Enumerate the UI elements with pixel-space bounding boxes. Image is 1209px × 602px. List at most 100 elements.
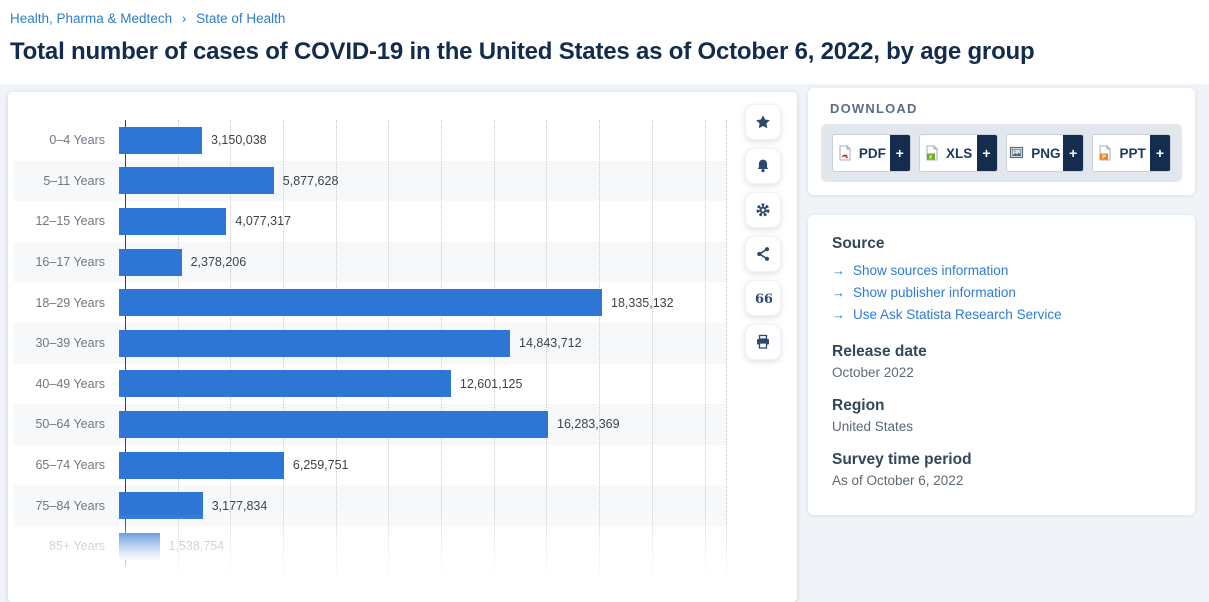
download-xls-button[interactable]: x XLS + (918, 134, 998, 172)
chart-bar[interactable] (119, 207, 227, 235)
chart-row: 18–29 Years 18,335,132 (14, 282, 730, 323)
arrow-right-icon: → (832, 307, 845, 322)
download-xls-main: x XLS (920, 135, 977, 171)
bar-track: 14,843,712 (119, 323, 730, 364)
chart-bar[interactable] (119, 410, 548, 438)
chart-bar[interactable] (119, 248, 182, 276)
png-file-icon (1010, 146, 1024, 159)
vertical-gridline (651, 120, 653, 582)
download-heading: DOWNLOAD (830, 101, 918, 116)
value-label: 18,335,132 (611, 295, 674, 310)
alert-button[interactable] (745, 148, 781, 184)
show-sources-information-link[interactable]: → Show sources information (832, 260, 1171, 282)
download-png-button[interactable]: PNG + (1005, 134, 1085, 172)
use-ask-statista-label[interactable]: Use Ask Statista Research Service (853, 307, 1062, 322)
download-ppt-plus-button[interactable]: + (1150, 135, 1170, 171)
category-label: 65–74 Years (35, 458, 105, 473)
chart-bar[interactable] (119, 126, 202, 154)
share-button[interactable] (745, 236, 781, 272)
svg-text:66: 66 (755, 292, 772, 306)
print-icon (757, 334, 769, 349)
chart-row: 0–4 Years 3,150,038 (14, 120, 730, 161)
share-icon (757, 247, 770, 261)
value-label: 3,150,038 (211, 133, 267, 148)
chart-bar[interactable] (119, 532, 160, 560)
citation-button[interactable]: 66 (745, 280, 781, 316)
chart-bar[interactable] (119, 451, 284, 479)
settings-button[interactable] (745, 192, 781, 228)
vertical-gridline (599, 120, 601, 582)
download-pdf-button[interactable]: PDF + (832, 134, 911, 172)
download-png-plus-button[interactable]: + (1063, 135, 1084, 171)
chart-row: 85+ Years 1,538,754 (14, 526, 730, 567)
category-label: 50–64 Years (35, 417, 105, 432)
use-ask-statista-link[interactable]: → Use Ask Statista Research Service (832, 304, 1171, 326)
pdf-file-icon (839, 145, 852, 161)
bar-track: 4,077,317 (119, 201, 730, 242)
alert-bell-icon (757, 159, 769, 173)
bar-track: 3,150,038 (119, 120, 730, 161)
chart-row: 65–74 Years 6,259,751 (14, 445, 730, 486)
show-publisher-information-label[interactable]: Show publisher information (853, 285, 1016, 300)
print-button[interactable] (745, 324, 781, 360)
bar-track: 5,877,628 (119, 161, 730, 202)
show-sources-information-label[interactable]: Show sources information (853, 263, 1009, 278)
download-xls-label: XLS (945, 145, 973, 161)
value-label: 1,538,754 (168, 539, 225, 554)
plot-right-border (726, 120, 727, 582)
favorite-star-icon (756, 115, 770, 129)
chart-card: 0–4 Years 3,150,038 5–11 Years 5,877,628 12–… (8, 92, 797, 602)
region-value: United States (832, 419, 914, 434)
chart-bar[interactable] (119, 289, 602, 317)
release-date-value: October 2022 (832, 365, 914, 380)
svg-text:x: x (929, 154, 933, 160)
category-label: 75–84 Years (35, 498, 105, 513)
download-xls-plus-button[interactable]: + (976, 135, 997, 171)
download-png-main: PNG (1007, 135, 1064, 171)
breadcrumb-link-state-of-health[interactable]: State of Health (196, 11, 286, 26)
favorite-button[interactable] (745, 104, 781, 140)
chart-bar[interactable] (119, 329, 510, 357)
bar-track: 2,378,206 (119, 242, 730, 283)
bar-track: 16,283,369 (119, 404, 730, 445)
chart-row: 16–17 Years 2,378,206 (14, 242, 730, 283)
download-ppt-main: P PPT (1093, 135, 1150, 171)
survey-time-period-heading: Survey time period (832, 451, 972, 468)
download-pdf-main: PDF (833, 135, 890, 171)
bar-track: 1,538,754 (119, 526, 730, 567)
category-label: 16–17 Years (35, 255, 105, 270)
chart-row: 75–84 Years 3,177,834 (14, 485, 730, 526)
page-title: Total number of cases of COVID-19 in the… (10, 38, 1035, 65)
category-label: 40–49 Years (35, 376, 105, 391)
bar-track: 3,177,834 (119, 485, 730, 526)
category-label: 85+ Years (49, 539, 105, 554)
value-label: 6,259,751 (292, 458, 349, 473)
download-pdf-label: PDF (858, 145, 886, 161)
download-png-label: PNG (1031, 145, 1061, 161)
breadcrumb-separator: › (181, 11, 187, 26)
category-label: 12–15 Years (35, 214, 105, 229)
chart-bar[interactable] (119, 167, 274, 195)
chart-row: 12–15 Years 4,077,317 (14, 201, 730, 242)
source-panel: Source → Show sources information → Show… (808, 215, 1195, 515)
vertical-gridline (704, 120, 706, 582)
region-heading: Region (832, 397, 885, 414)
chart-bar[interactable] (119, 370, 451, 398)
release-date-heading: Release date (832, 343, 927, 360)
chart-row: 5–11 Years 5,877,628 (14, 161, 730, 202)
citation-quote-icon: 66 (755, 292, 772, 306)
chart-bar[interactable] (119, 492, 203, 520)
value-label: 2,378,206 (190, 255, 247, 270)
breadcrumb-link-health-pharma-medtech[interactable]: Health, Pharma & Medtech (10, 11, 173, 26)
svg-text:P: P (1103, 155, 1107, 161)
category-label: 18–29 Years (35, 295, 105, 310)
download-ppt-button[interactable]: P PPT + (1092, 134, 1171, 172)
value-label: 4,077,317 (235, 214, 291, 229)
ppt-file-icon: P (1099, 145, 1112, 161)
source-heading: Source (832, 235, 885, 252)
show-publisher-information-link[interactable]: → Show publisher information (832, 282, 1171, 304)
category-label: 5–11 Years (43, 173, 105, 188)
value-label: 14,843,712 (519, 336, 582, 351)
download-pdf-plus-button[interactable]: + (889, 135, 910, 171)
breadcrumb: Health, Pharma & Medtech › State of Heal… (10, 11, 285, 26)
